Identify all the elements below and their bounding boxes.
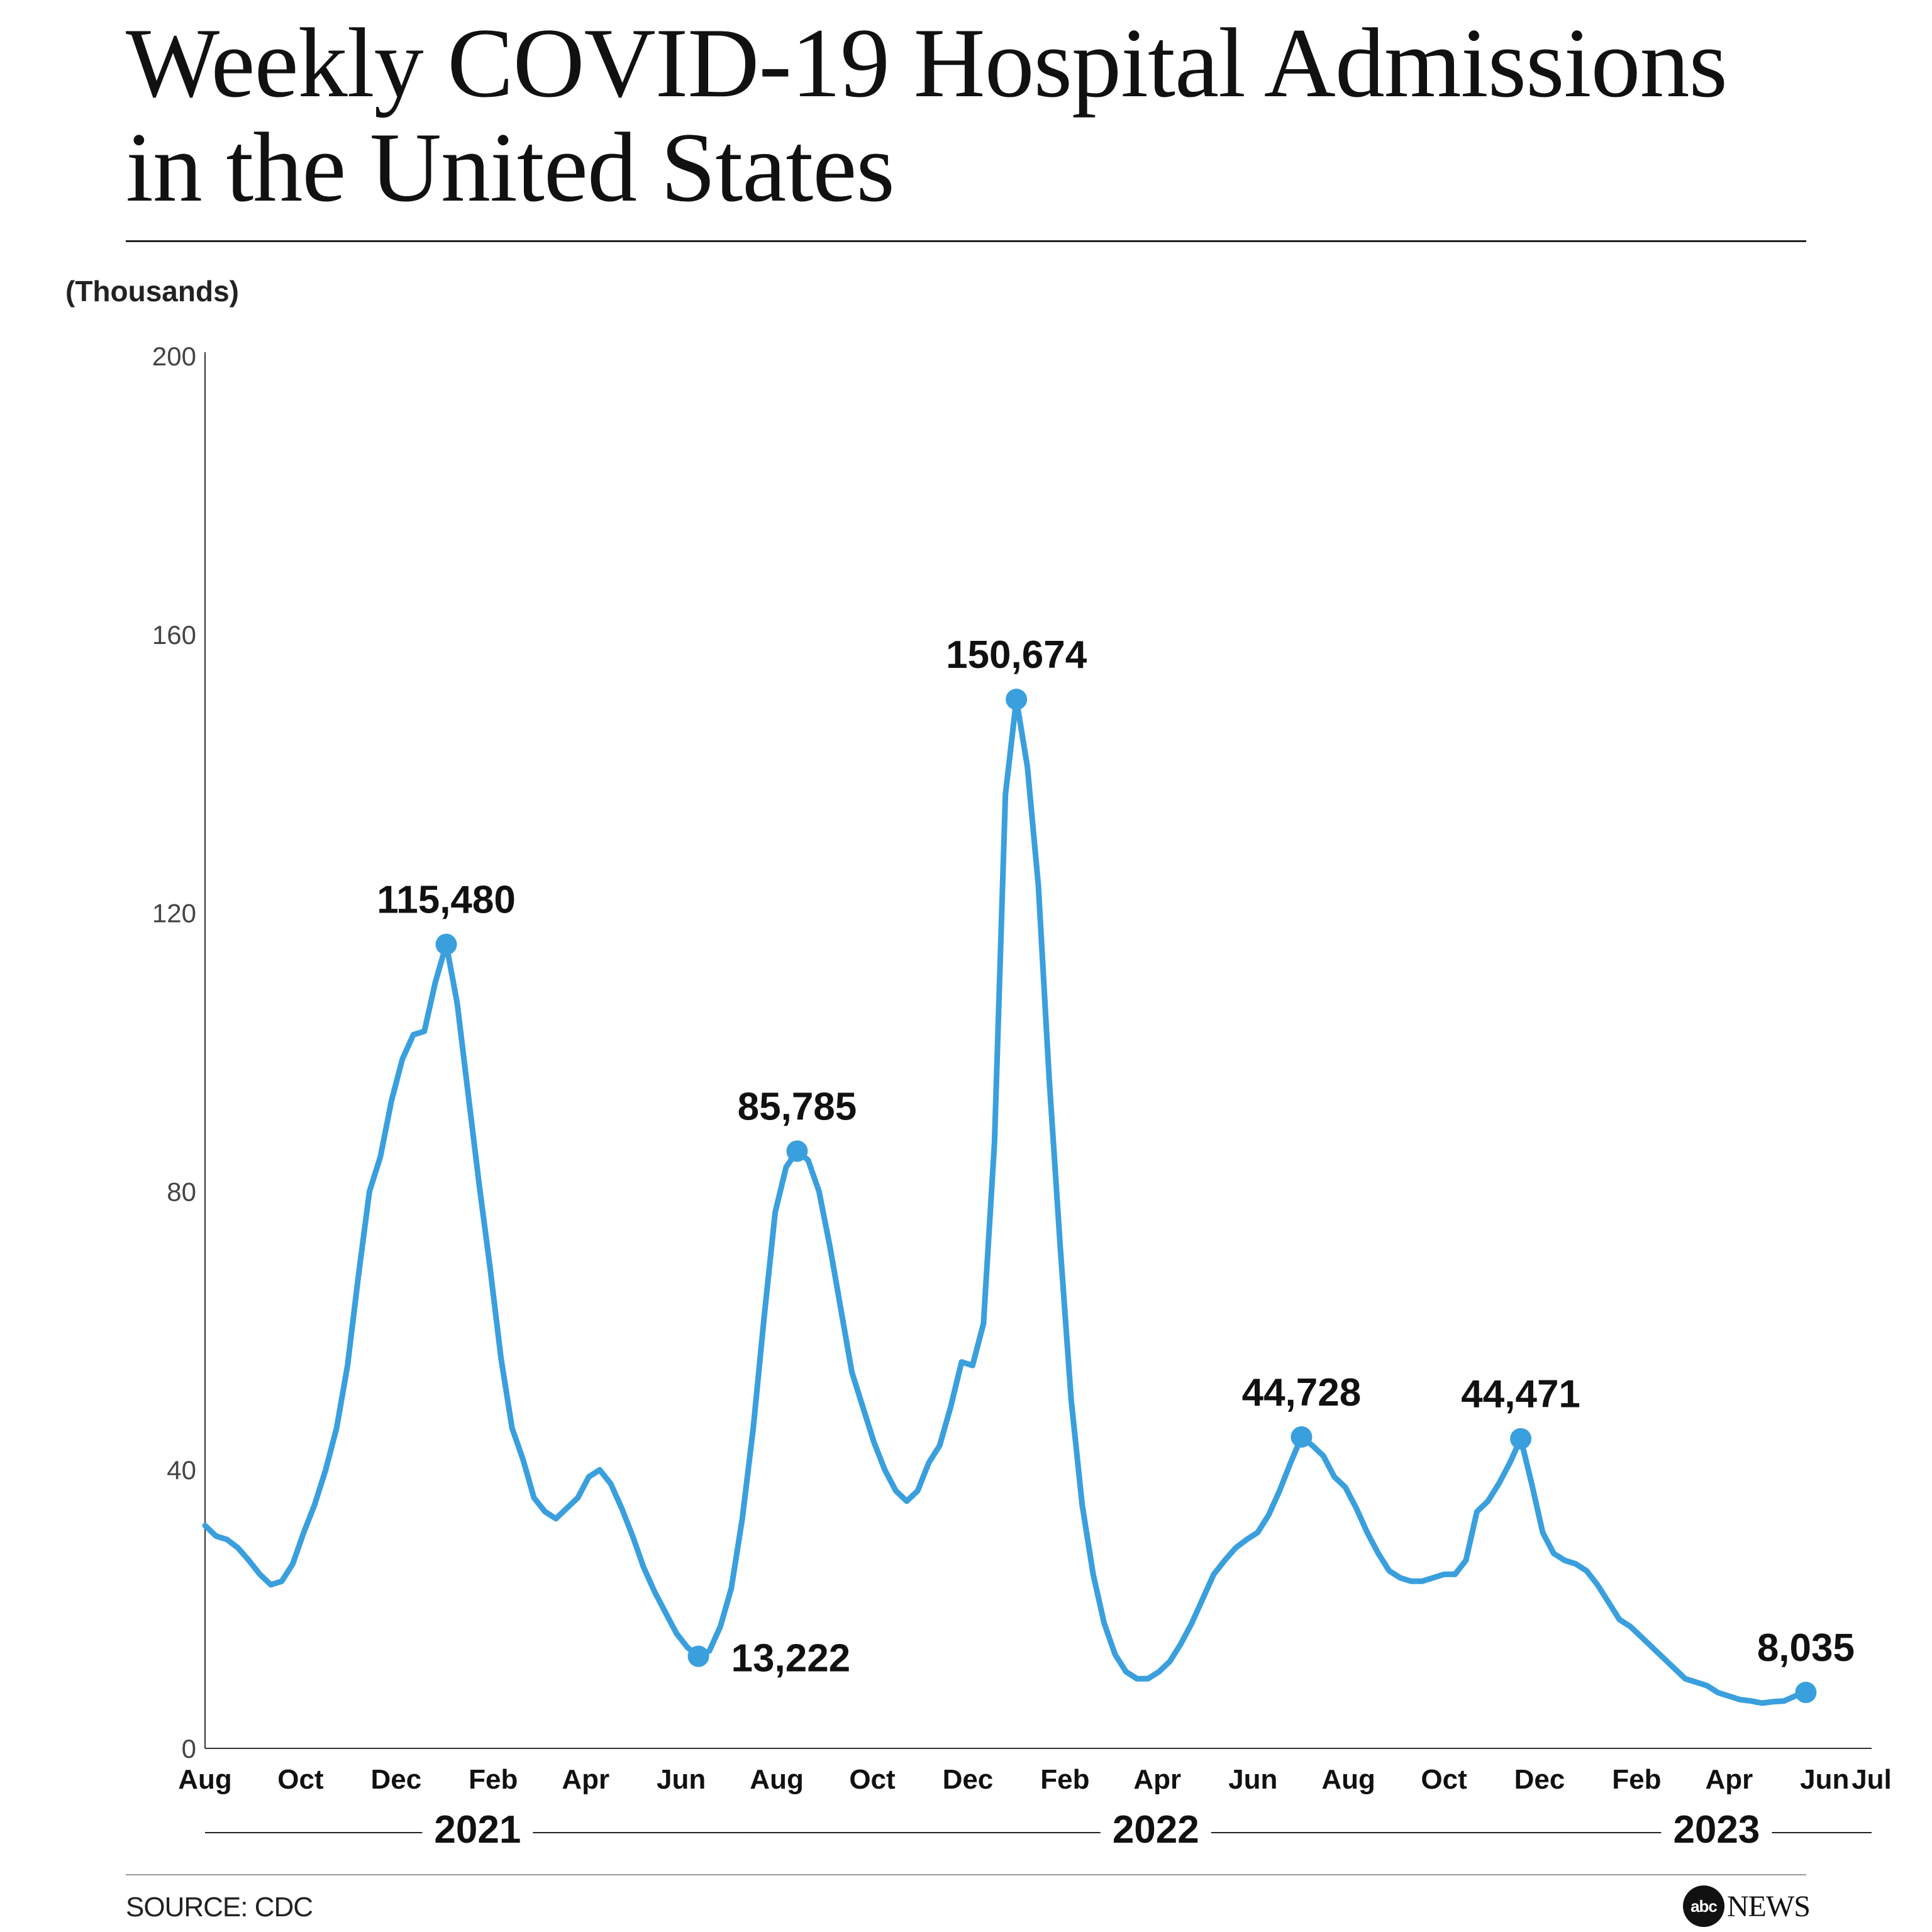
x-tick-label: Aug <box>178 1764 232 1795</box>
x-tick-label: Jul <box>1852 1764 1892 1795</box>
x-tick-label: Feb <box>1612 1764 1661 1795</box>
data-label: 115,480 <box>377 879 516 922</box>
x-tick-label: Oct <box>849 1764 896 1795</box>
annotated-point <box>687 1645 709 1667</box>
chart-title-line-1: Weekly COVID-19 Hospital Admissions <box>126 8 1728 118</box>
abc-logo-disc: abc <box>1683 1885 1724 1927</box>
y-tick-label: 40 <box>167 1455 196 1485</box>
year-label: 2022 <box>1113 1808 1199 1852</box>
x-tick-label: Oct <box>277 1764 324 1795</box>
annotated-point <box>1291 1426 1313 1448</box>
footer-divider <box>126 1874 1806 1875</box>
y-tick-label: 160 <box>152 620 196 650</box>
y-axis-unit-label: (Thousands) <box>65 275 239 308</box>
annotated-point <box>786 1140 808 1162</box>
data-label: 150,674 <box>946 633 1087 677</box>
year-label: 2021 <box>434 1808 521 1852</box>
source-note: SOURCE: CDC <box>126 1892 313 1923</box>
y-tick-label: 0 <box>182 1734 196 1763</box>
admissions-series-line <box>202 696 1809 1706</box>
data-label: 13,222 <box>731 1637 851 1680</box>
annotated-point <box>435 933 457 955</box>
x-tick-label: Feb <box>469 1764 518 1795</box>
chart-title: Weekly COVID-19 Hospital Admissions in t… <box>126 11 1824 220</box>
x-tick-label: Feb <box>1040 1764 1089 1795</box>
annotated-point <box>1795 1682 1817 1704</box>
y-tick-label: 200 <box>152 341 196 371</box>
data-label: 44,728 <box>1242 1371 1362 1414</box>
x-tick-label: Jun <box>1228 1764 1277 1795</box>
x-tick-label: Apr <box>1705 1764 1753 1795</box>
x-tick-label: Jun <box>1800 1764 1849 1795</box>
data-label: 44,471 <box>1461 1373 1580 1416</box>
y-tick-label: 80 <box>167 1177 196 1206</box>
x-tick-label: Dec <box>1514 1764 1565 1795</box>
chart-title-line-2: in the United States <box>126 113 895 223</box>
year-label: 2023 <box>1673 1808 1760 1852</box>
x-tick-label: Dec <box>370 1764 421 1795</box>
x-tick-label: Apr <box>1133 1764 1181 1795</box>
x-tick-label: Jun <box>657 1764 706 1795</box>
annotated-point <box>1006 689 1028 711</box>
annotated-point <box>1510 1428 1532 1450</box>
title-divider <box>126 240 1806 242</box>
x-tick-label: Aug <box>1321 1764 1375 1795</box>
data-label: 8,035 <box>1757 1626 1855 1670</box>
x-tick-label: Dec <box>943 1764 994 1795</box>
abc-news-logo: abc NEWS <box>1683 1885 1811 1927</box>
news-wordmark: NEWS <box>1727 1889 1811 1923</box>
x-tick-label: Oct <box>1421 1764 1467 1795</box>
y-tick-label: 120 <box>152 899 196 928</box>
x-tick-label: Apr <box>562 1764 609 1795</box>
x-tick-label: Aug <box>750 1764 804 1795</box>
data-label: 85,785 <box>738 1085 857 1128</box>
